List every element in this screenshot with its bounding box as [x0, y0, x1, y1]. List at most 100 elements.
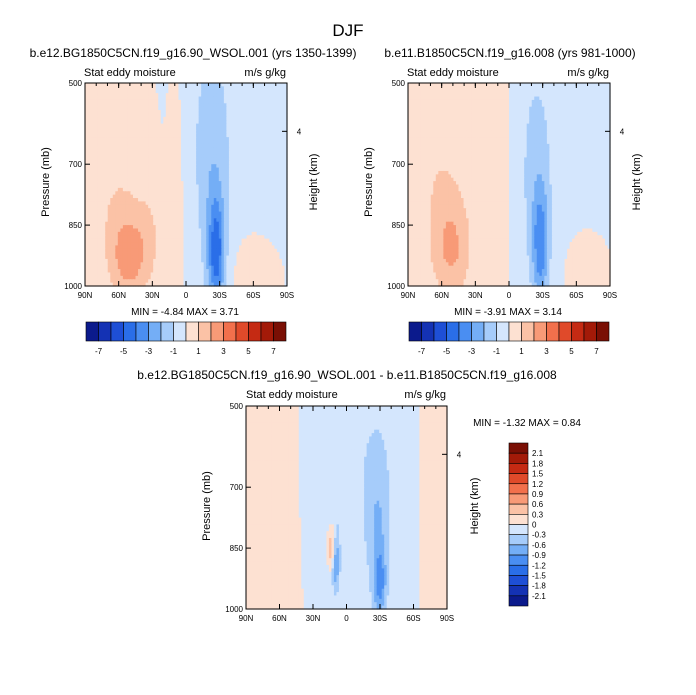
contour-cell — [105, 133, 109, 138]
contour-cell — [186, 167, 190, 172]
panel-title: b.e12.BG1850C5CN.f19_g16.90_WSOL.001 (yr… — [30, 46, 357, 60]
contour-cell — [261, 157, 265, 162]
contour-cell — [148, 147, 152, 152]
contour-cell — [160, 160, 164, 165]
contour-cell — [188, 143, 192, 148]
contour-cell — [173, 147, 177, 152]
contour-cell — [155, 147, 159, 152]
contour-cell — [274, 140, 278, 145]
contour-cell — [276, 160, 281, 165]
contour-cell — [196, 181, 200, 186]
contour-cell — [100, 86, 104, 91]
contour-cell — [165, 167, 169, 172]
contour-cell — [198, 83, 202, 87]
contour-cell — [233, 157, 238, 162]
contour-cell — [233, 120, 238, 125]
contour-cell — [198, 143, 202, 148]
contour-cell — [173, 167, 177, 172]
contour-cell — [95, 120, 99, 125]
contour-cell — [163, 170, 167, 175]
contour-cell — [145, 154, 149, 159]
contour-cell — [165, 187, 169, 192]
contour-cell — [155, 181, 159, 186]
contour-cell — [97, 181, 101, 186]
contour-cell — [246, 157, 250, 162]
contour-cell — [132, 120, 137, 125]
contour-cell — [259, 174, 263, 179]
contour-cell — [165, 181, 169, 186]
contour-cell — [138, 184, 142, 189]
contour-cell — [170, 83, 174, 87]
contour-cell — [130, 110, 134, 115]
contour-cell — [193, 181, 197, 186]
contour-cell — [165, 154, 169, 159]
colorbar-swatch — [248, 321, 262, 342]
contour-cell — [102, 150, 106, 155]
contour-cell — [148, 130, 152, 135]
contour-cell — [163, 110, 167, 115]
contour-cell — [208, 133, 212, 138]
contour-cell — [117, 137, 121, 142]
contour-cell — [196, 116, 200, 121]
contour-cell — [178, 99, 182, 104]
contour-cell — [256, 184, 260, 189]
contour-cell — [115, 160, 119, 165]
contour-cell — [97, 143, 101, 148]
contour-cell — [201, 143, 205, 148]
contour-cell — [143, 130, 147, 135]
contour-cell — [180, 174, 185, 179]
contour-cell — [117, 164, 121, 169]
contour-cell — [115, 154, 119, 159]
contour-cell — [251, 181, 255, 186]
contour-cell — [244, 89, 248, 94]
contour-cell — [186, 93, 190, 98]
contour-cell — [90, 130, 94, 135]
contour-cell — [165, 147, 169, 152]
contour-cell — [259, 99, 263, 104]
contour-cell — [85, 177, 89, 182]
contour-cell — [160, 184, 164, 189]
contour-cell — [188, 86, 192, 91]
contour-cell — [107, 150, 111, 155]
contour-cell — [276, 86, 281, 91]
contour-cell — [246, 113, 250, 118]
contour-cell — [127, 103, 132, 108]
contour-cell — [150, 103, 154, 108]
contour-cell — [125, 160, 129, 165]
contour-cell — [170, 164, 174, 169]
contour-cell — [239, 181, 243, 186]
contour-cell — [271, 137, 275, 142]
contour-cell — [246, 110, 250, 115]
contour-cell — [226, 137, 230, 142]
contour-cell — [281, 120, 286, 125]
contour-cell — [241, 86, 245, 91]
contour-cell — [239, 126, 243, 131]
contour-cell — [186, 157, 190, 162]
contour-cell — [261, 106, 265, 111]
contour-cell — [125, 164, 129, 169]
contour-cell — [150, 167, 154, 172]
contour-cell — [249, 143, 253, 148]
contour-cell — [208, 184, 212, 189]
contour-cell — [269, 116, 273, 121]
contour-cell — [236, 170, 240, 175]
contour-cell — [271, 140, 275, 145]
contour-cell — [175, 150, 180, 155]
contour-cell — [170, 130, 174, 135]
contour-cell — [251, 89, 255, 94]
contour-cell — [221, 89, 225, 94]
contour-cell — [246, 130, 250, 135]
contour-cell — [236, 154, 240, 159]
contour-cell — [178, 86, 182, 91]
contour-cell — [236, 137, 240, 142]
contour-cell — [216, 89, 220, 94]
contour-cell — [221, 83, 225, 87]
contour-cell — [175, 154, 180, 159]
contour-cell — [266, 147, 270, 152]
contour-cell — [269, 187, 273, 192]
contour-cell — [170, 123, 174, 128]
contour-cell — [271, 89, 275, 94]
contour-cell — [188, 147, 192, 152]
contour-cell — [281, 147, 286, 152]
contour-cell — [100, 164, 104, 169]
